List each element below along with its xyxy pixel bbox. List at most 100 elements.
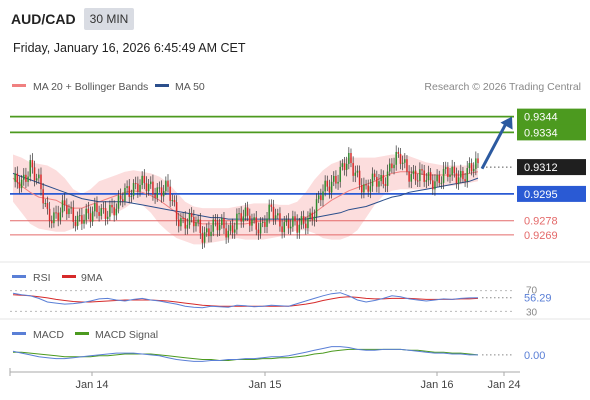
candle-body	[466, 168, 468, 182]
candle-body	[266, 218, 268, 227]
candle-body	[412, 170, 415, 175]
candle-body	[44, 203, 47, 205]
legend-swatch-rsi	[12, 275, 26, 278]
legend-swatch-ma20	[12, 84, 26, 87]
macd-current-label: 0.00	[524, 350, 545, 362]
candle-body	[330, 181, 333, 193]
candle-body	[76, 215, 79, 226]
candle-body	[442, 169, 445, 183]
legend-swatch-9ma	[62, 275, 76, 278]
candle-body	[156, 187, 158, 198]
candle-body	[289, 226, 292, 229]
candle-body	[328, 186, 331, 193]
candle-body	[397, 151, 400, 154]
candle-body	[341, 163, 344, 167]
candle-body	[408, 171, 410, 182]
candle-body	[216, 221, 219, 231]
candle-body	[188, 213, 191, 225]
candle-body	[305, 223, 307, 229]
candle-body	[287, 219, 290, 229]
candle-body	[249, 215, 251, 226]
copyright-label: Research © 2026 Trading Central	[424, 81, 581, 93]
candle-body	[429, 172, 432, 181]
candle-body	[195, 222, 197, 227]
candle-body	[382, 175, 385, 185]
candle-body	[182, 217, 184, 219]
candle-body	[246, 207, 249, 216]
candle-body	[259, 222, 262, 234]
candle-body	[27, 176, 29, 182]
level-label-0.9334: 0.9334	[524, 127, 558, 139]
candle-body	[132, 183, 135, 196]
candle-body	[117, 195, 120, 209]
candle-body	[81, 215, 83, 224]
rsi-tick-70: 70	[526, 286, 538, 297]
candle-body	[449, 174, 451, 177]
candle-body	[197, 219, 199, 223]
candle-body	[367, 185, 369, 192]
x-tick-label: Jan 14	[75, 379, 108, 391]
candle-body	[18, 182, 21, 189]
candle-body	[472, 168, 475, 172]
rsi-current-label: 56.29	[524, 293, 552, 305]
candle-body	[356, 170, 359, 173]
candle-body	[143, 175, 146, 184]
candle-body	[358, 170, 361, 186]
candle-body	[326, 180, 329, 187]
candle-body	[57, 212, 59, 221]
candle-body	[63, 200, 66, 205]
candle-body	[171, 200, 174, 202]
candle-body	[270, 204, 273, 207]
candle-body	[414, 170, 417, 181]
candle-body	[457, 177, 460, 184]
candle-body	[178, 219, 180, 227]
candle-body	[218, 225, 221, 231]
candle-body	[180, 217, 182, 227]
candle-body	[61, 200, 64, 213]
candle-body	[35, 178, 38, 181]
rsi-tick-30: 30	[526, 307, 538, 318]
candle-body	[96, 203, 98, 213]
candle-body	[468, 163, 471, 169]
candle-body	[66, 204, 68, 215]
candle-body	[89, 213, 92, 222]
candle-body	[175, 202, 178, 220]
candle-body	[124, 187, 126, 202]
candle-body	[85, 208, 87, 220]
candle-body	[193, 216, 195, 227]
candle-body	[373, 173, 376, 177]
candle-body	[425, 180, 428, 182]
x-tick-label: Jan 15	[248, 379, 281, 391]
candle-body	[23, 174, 25, 180]
candle-body	[212, 219, 214, 232]
candle-body	[401, 162, 404, 164]
candle-body	[475, 158, 477, 169]
candle-body	[432, 180, 434, 190]
candle-body	[223, 218, 225, 229]
candle-body	[244, 207, 247, 217]
candle-body	[25, 174, 27, 182]
timeframe-badge[interactable]	[84, 8, 134, 30]
candle-body	[137, 183, 139, 192]
legend-macd-signal: MACD Signal	[95, 329, 158, 341]
candle-body	[410, 174, 413, 182]
candle-body	[225, 228, 227, 238]
candle-body	[391, 163, 393, 169]
datetime-label: Friday, January 16, 2026 6:45:49 AM CET	[13, 41, 246, 55]
candle-body	[190, 213, 193, 217]
candle-body	[242, 216, 245, 222]
candle-body	[264, 221, 266, 227]
candle-body	[233, 229, 236, 233]
candle-body	[29, 160, 31, 177]
candle-body	[388, 163, 391, 172]
candle-body	[173, 200, 176, 203]
candle-body	[165, 180, 167, 192]
candle-body	[333, 175, 335, 182]
candle-body	[339, 166, 341, 182]
legend-ma20: MA 20 + Bollinger Bands	[33, 81, 148, 93]
candle-body	[126, 186, 128, 188]
candle-body	[70, 207, 72, 209]
candle-body	[404, 159, 406, 163]
candle-body	[109, 204, 111, 217]
